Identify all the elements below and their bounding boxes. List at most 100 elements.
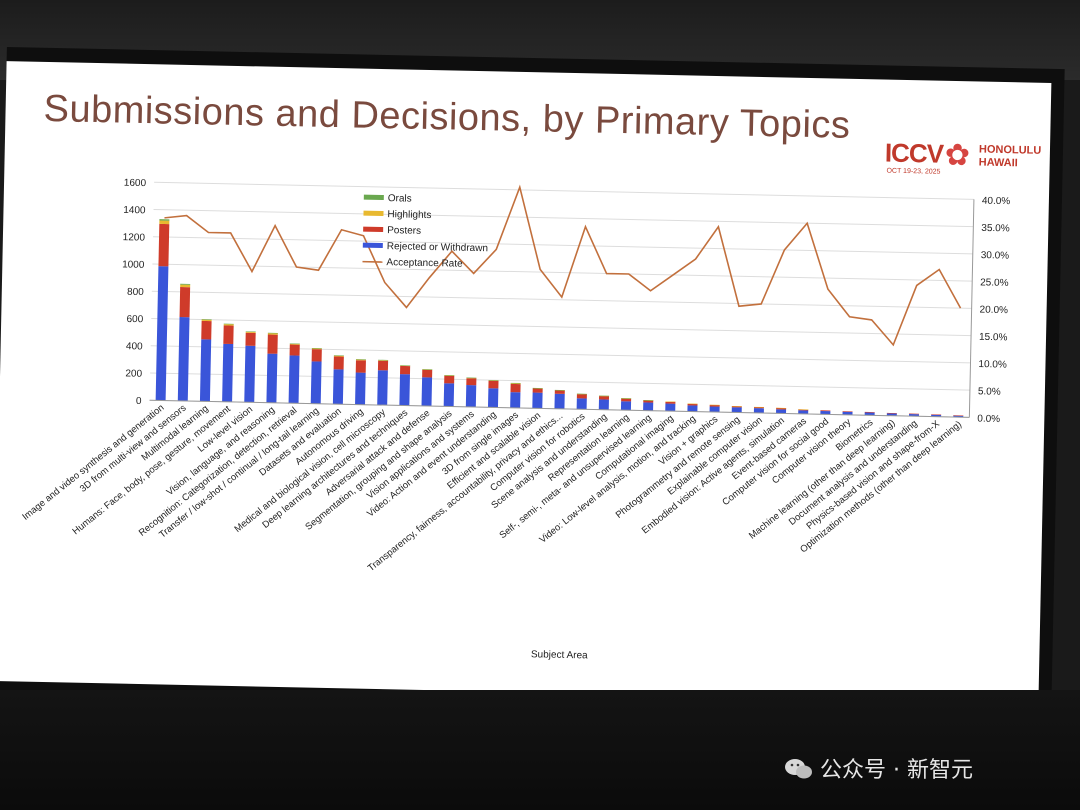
bar-orals [643, 400, 654, 401]
bar-rejected [177, 317, 190, 401]
chart-bars [155, 219, 964, 418]
bar-rejected [355, 372, 366, 405]
bar-rejected [643, 402, 654, 411]
bar-highlights [709, 404, 720, 406]
legend-label: Orals [388, 193, 412, 204]
y-tick-label: 0 [136, 396, 142, 407]
bar-posters [842, 411, 853, 412]
legend-label: Acceptance Rate [386, 257, 463, 270]
bar-posters [400, 365, 411, 375]
bar-posters [267, 334, 278, 354]
bar-posters [201, 320, 212, 340]
y-tick-label: 400 [126, 341, 143, 352]
chart-category-labels: Image and video synthesis and generation… [20, 402, 964, 574]
legend-label: Highlights [387, 209, 431, 221]
bar-highlights [267, 333, 278, 335]
legend-swatch [362, 242, 383, 249]
bar-posters [598, 395, 610, 400]
bar-posters [510, 383, 521, 393]
legend-swatch [363, 210, 384, 217]
bar-rejected [199, 339, 212, 402]
bar-posters [621, 398, 632, 402]
bar-rejected [776, 409, 787, 414]
bar-posters [158, 223, 170, 267]
bar-posters [355, 360, 366, 373]
bar-rejected [155, 266, 169, 401]
bar-posters [554, 390, 565, 394]
bar-rejected [399, 374, 410, 406]
bar-rejected [598, 399, 609, 410]
bar-orals [576, 393, 587, 395]
bar-posters [444, 375, 455, 384]
bar-orals [311, 347, 322, 349]
bar-rejected [487, 388, 499, 408]
bar-highlights [798, 409, 809, 410]
bar-posters [179, 287, 191, 318]
gridline [153, 208, 974, 228]
bar-rejected [665, 403, 676, 412]
y2-tick-label: 15.0% [979, 332, 1008, 344]
y2-tick-label: 25.0% [980, 277, 1009, 289]
bar-orals [400, 365, 411, 366]
y2-tick-label: 40.0% [982, 196, 1011, 208]
bar-posters [289, 344, 300, 356]
bar-highlights [687, 403, 698, 405]
bar-rejected [687, 405, 698, 412]
bar-orals [378, 359, 389, 361]
bar-orals [466, 377, 477, 379]
bar-posters [245, 332, 256, 346]
bar-posters [488, 380, 499, 389]
gridline [151, 290, 972, 309]
bar-orals [245, 331, 256, 333]
bar-orals [621, 398, 632, 399]
bar-posters [665, 401, 676, 404]
bar-rejected [820, 410, 831, 415]
legend-swatch [363, 226, 384, 233]
bar-orals [599, 395, 610, 397]
bar-orals [333, 355, 344, 356]
chart-legend: Orals Highlights Posters Rejected or Withdr… [362, 193, 488, 270]
x-tick-label: Image and video synthesis and generation [20, 402, 166, 522]
bar-rejected [288, 355, 300, 404]
y2-tick-label: 30.0% [981, 250, 1010, 262]
bar-rejected [709, 406, 720, 413]
bar-posters [576, 394, 587, 399]
bar-rejected [620, 401, 632, 411]
bar-highlights [753, 406, 764, 408]
gridline [152, 263, 973, 282]
y2-tick-label: 20.0% [979, 305, 1008, 317]
bar-rejected [244, 345, 256, 403]
y2-tick-label: 35.0% [981, 223, 1010, 235]
bar-rejected [864, 412, 875, 416]
y-tick-label: 1400 [123, 205, 146, 216]
bar-orals [223, 323, 234, 325]
bar-orals [267, 332, 278, 334]
acceptance-rate-line [164, 184, 962, 347]
y-tick-label: 600 [126, 314, 143, 325]
bar-posters [422, 369, 433, 378]
bar-orals [180, 283, 191, 285]
bar-rejected [510, 392, 521, 408]
bar-rejected [266, 353, 278, 403]
bar-highlights [731, 405, 742, 407]
bar-orals [355, 359, 366, 360]
legend-label: Posters [387, 225, 421, 237]
bar-orals [510, 382, 521, 384]
bar-posters [333, 356, 344, 370]
gridline [150, 372, 970, 391]
bar-posters [532, 388, 543, 393]
bar-orals [159, 219, 170, 221]
bar-posters [886, 412, 897, 414]
acceptance-rate-series [164, 184, 962, 347]
legend-swatch [363, 194, 384, 201]
y-tick-label: 1200 [123, 232, 146, 243]
bar-highlights [776, 407, 787, 409]
bar-highlights [159, 220, 170, 225]
bar-posters [377, 360, 389, 371]
watermark-text: 公众号 · 新智元 [820, 758, 973, 783]
bar-rejected [465, 385, 477, 408]
bar-rejected [576, 398, 587, 410]
bar-orals [444, 375, 455, 376]
bar-rejected [310, 361, 322, 404]
bar-orals [422, 369, 433, 370]
